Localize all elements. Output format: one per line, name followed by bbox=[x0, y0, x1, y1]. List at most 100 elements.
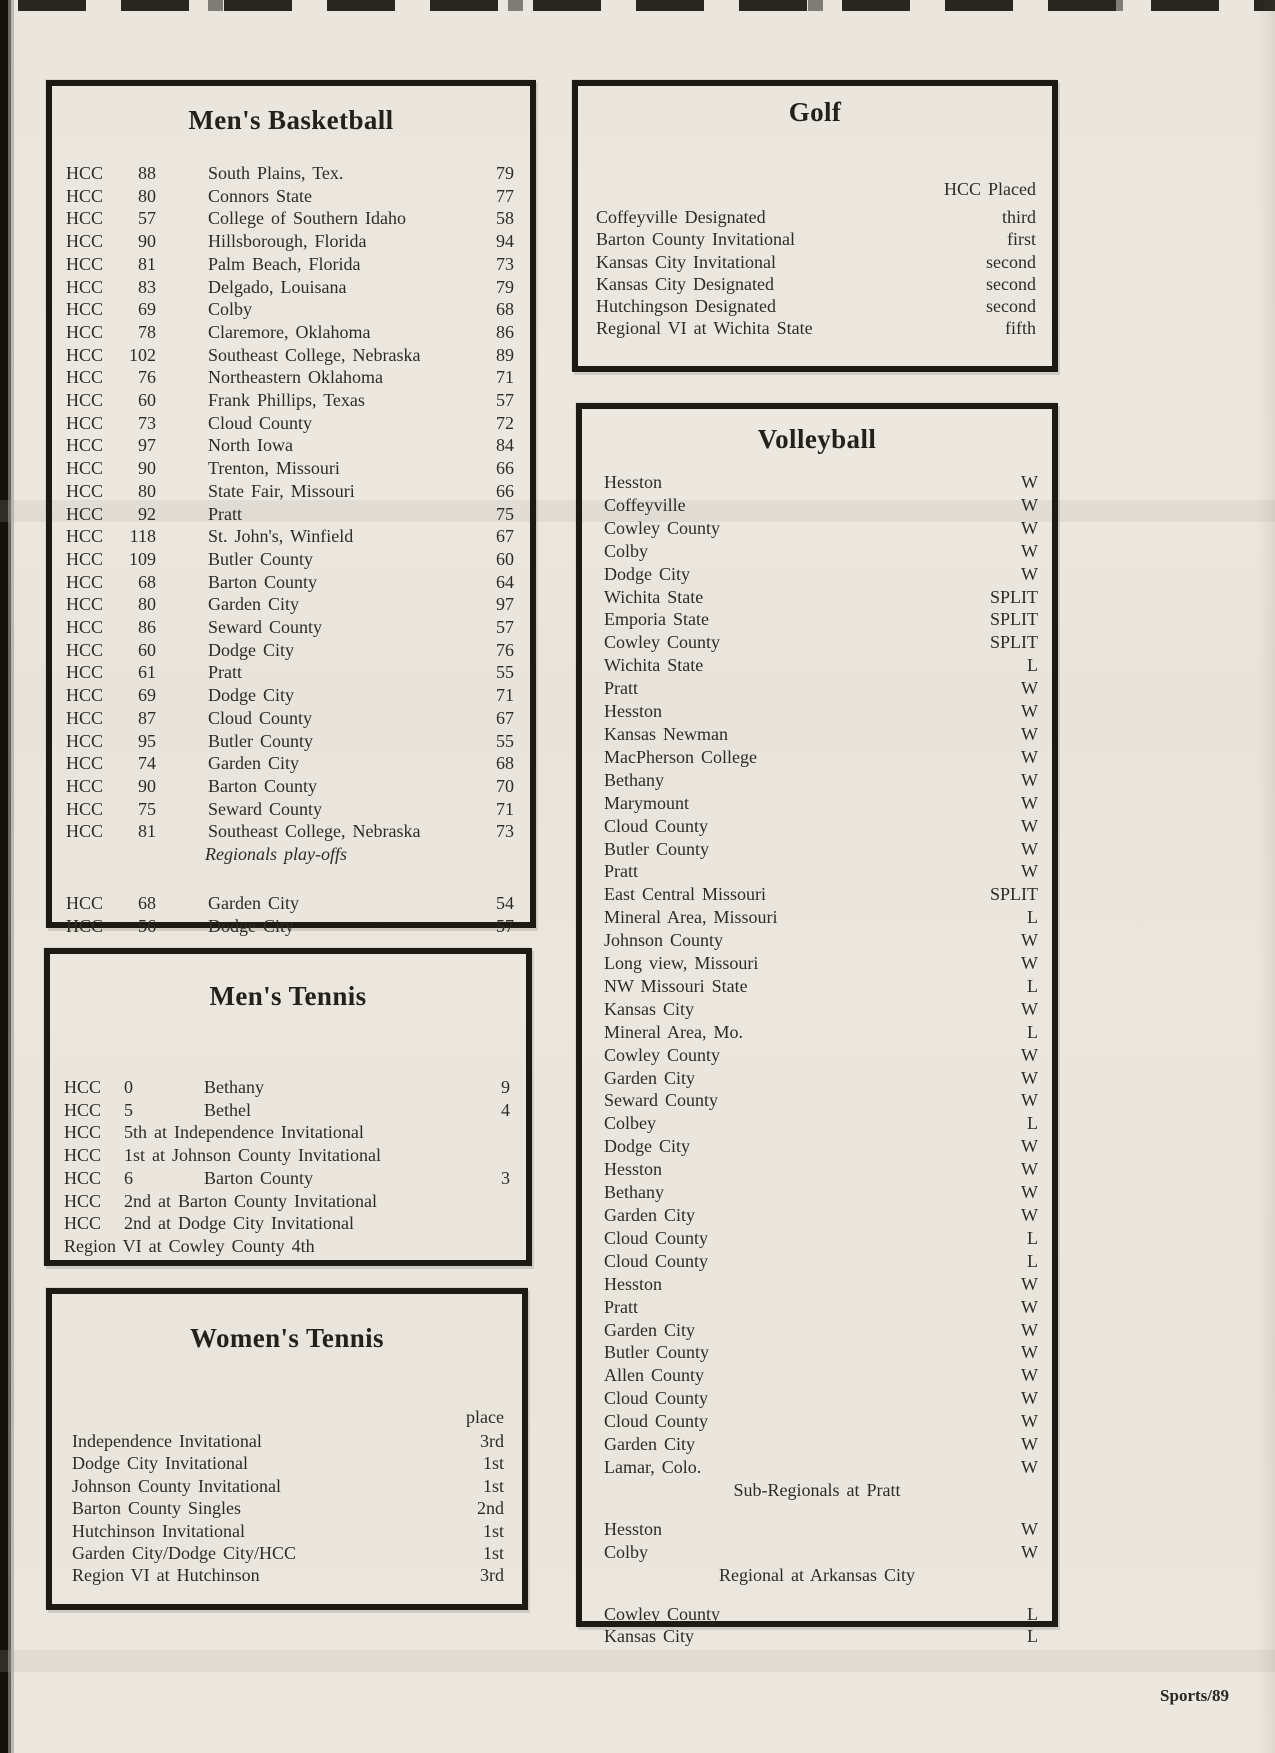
opponent-cell: Marymount bbox=[604, 792, 689, 813]
result-cell: W bbox=[1021, 1136, 1038, 1157]
volleyball-result-row: Garden City W bbox=[582, 1067, 1052, 1090]
volleyball-result-row: Hesston W bbox=[582, 471, 1052, 494]
opponent-cell: Seward County bbox=[208, 617, 322, 638]
team-cell: HCC bbox=[66, 185, 104, 206]
basketball-result-row: HCC 69 Dodge City 71 bbox=[52, 684, 530, 707]
volleyball-result-row: Cloud County W bbox=[582, 815, 1052, 838]
volleyball-results-list: Hesston W Coffeyville W Cowley County W … bbox=[582, 471, 1052, 1479]
team-cell: HCC bbox=[66, 753, 104, 774]
opponent-score-cell: 79 bbox=[496, 276, 514, 297]
team-cell: HCC bbox=[66, 821, 104, 842]
team-cell: HCC bbox=[66, 412, 104, 433]
result-cell: L bbox=[1027, 1227, 1038, 1248]
volleyball-result-row: Cowley County W bbox=[582, 1044, 1052, 1067]
opponent-score-cell: 57 bbox=[496, 390, 514, 411]
opponent-cell: Coffeyville bbox=[604, 494, 686, 515]
opponent-cell: Bethany bbox=[204, 1077, 264, 1097]
volleyball-result-row: Hesston W bbox=[582, 1518, 1052, 1541]
place-cell: third bbox=[1002, 207, 1036, 227]
opponent-cell: East Central Missouri bbox=[604, 884, 766, 905]
opponent-score-cell: 4 bbox=[501, 1099, 510, 1120]
opponent-score-cell: 70 bbox=[496, 775, 514, 796]
hcc-score-or-note-cell: 0 bbox=[124, 1077, 133, 1097]
womens-tennis-result-row: Region VI at Hutchinson 3rd bbox=[52, 1564, 522, 1586]
team-cell: HCC bbox=[66, 503, 104, 524]
hcc-score-or-note-cell: 2nd at Dodge City Invitational bbox=[124, 1213, 354, 1234]
page-edge-shade bbox=[1257, 0, 1275, 1753]
hcc-score-cell: 73 bbox=[138, 412, 156, 433]
volleyball-result-row: Seward County W bbox=[582, 1089, 1052, 1112]
volleyball-result-row: Dodge City W bbox=[582, 1135, 1052, 1158]
volleyball-result-row: Dodge City W bbox=[582, 563, 1052, 586]
scan-band bbox=[0, 1650, 1275, 1672]
opponent-cell: Long view, Missouri bbox=[604, 953, 759, 974]
golf-placed-header: HCC Placed bbox=[944, 179, 1036, 199]
hcc-score-cell: 61 bbox=[138, 662, 156, 683]
opponent-cell bbox=[196, 1235, 470, 1258]
result-cell: W bbox=[1021, 1182, 1038, 1203]
basketball-result-row: HCC 81 Palm Beach, Florida 73 bbox=[52, 253, 530, 276]
result-cell: W bbox=[1021, 472, 1038, 492]
result-cell: W bbox=[1021, 1388, 1038, 1409]
basketball-result-row: HCC 76 Northeastern Oklahoma 71 bbox=[52, 366, 530, 389]
hcc-score-cell: 69 bbox=[138, 299, 156, 320]
event-cell: Dodge City Invitational bbox=[72, 1453, 248, 1474]
mens-tennis-result-row: HCC 5th at Independence Invitational bbox=[50, 1121, 526, 1144]
event-cell: Region VI at Hutchinson bbox=[72, 1565, 260, 1586]
volleyball-result-row: NW Missouri State L bbox=[582, 975, 1052, 998]
opponent-cell: Cloud County bbox=[208, 707, 313, 728]
basketball-result-row: HCC 74 Garden City 68 bbox=[52, 752, 530, 775]
regional-header: Regional at Arkansas City bbox=[719, 1564, 915, 1585]
opponent-score-cell: 73 bbox=[496, 253, 514, 274]
opponent-cell: MacPherson College bbox=[604, 746, 757, 767]
team-cell: HCC bbox=[66, 163, 104, 183]
opponent-cell: Dodge City bbox=[604, 563, 690, 584]
opponent-cell: Dodge City bbox=[604, 1136, 690, 1157]
opponent-cell: Barton County bbox=[208, 571, 317, 592]
opponent-score-cell: 94 bbox=[496, 231, 514, 252]
opponent-cell: Emporia State bbox=[604, 609, 709, 630]
hcc-score-cell: 83 bbox=[138, 276, 156, 297]
hcc-score-or-note-cell: 5th at Independence Invitational bbox=[124, 1122, 364, 1143]
opponent-cell: College of Southern Idaho bbox=[208, 208, 406, 229]
event-cell: Kansas City Invitational bbox=[596, 251, 776, 272]
opponent-score-cell: 86 bbox=[496, 321, 514, 342]
womens-tennis-result-row: Garden City/Dodge City/HCC 1st bbox=[52, 1542, 522, 1564]
golf-box: Golf HCC Placed Coffeyville Designated t… bbox=[572, 80, 1058, 372]
result-cell: W bbox=[1021, 998, 1038, 1019]
mens-tennis-result-row: HCC 5 Bethel 4 bbox=[50, 1099, 526, 1122]
hcc-score-cell: 78 bbox=[138, 321, 156, 342]
mens-tennis-result-row: HCC 2nd at Dodge City Invitational bbox=[50, 1212, 526, 1235]
volleyball-result-row: Mineral Area, Missouri L bbox=[582, 906, 1052, 929]
volleyball-result-row: Bethany W bbox=[582, 1181, 1052, 1204]
opponent-cell: Garden City bbox=[208, 753, 299, 774]
result-cell: W bbox=[1021, 861, 1038, 882]
opponent-score-cell: 9 bbox=[501, 1077, 510, 1097]
team-cell: HCC bbox=[66, 685, 104, 706]
opponent-cell: Dodge City bbox=[208, 915, 294, 936]
place-cell: 1st bbox=[482, 1453, 504, 1474]
team-cell: Region VI at Cowley County 4th bbox=[64, 1235, 315, 1256]
golf-result-row: Coffeyville Designated third bbox=[578, 206, 1052, 228]
volleyball-result-row: Colby W bbox=[582, 540, 1052, 563]
opponent-cell: Cowley County bbox=[604, 1603, 721, 1624]
result-cell: W bbox=[1021, 701, 1038, 722]
volleyball-result-row: Cowley County L bbox=[582, 1603, 1052, 1626]
result-cell: W bbox=[1021, 1518, 1038, 1539]
opponent-cell: Pratt bbox=[604, 1296, 638, 1317]
opponent-cell: Hesston bbox=[604, 472, 662, 492]
opponent-cell: Garden City bbox=[604, 1205, 695, 1225]
basketball-result-row: HCC 109 Butler County 60 bbox=[52, 548, 530, 571]
team-cell: HCC bbox=[66, 707, 104, 728]
opponent-score-cell: 55 bbox=[496, 730, 514, 751]
result-cell: W bbox=[1021, 1205, 1038, 1225]
volleyball-result-row: Pratt W bbox=[582, 1296, 1052, 1319]
opponent-cell: Southeast College, Nebraska bbox=[208, 821, 421, 842]
opponent-cell: Colby bbox=[604, 540, 649, 561]
opponent-cell: Johnson County bbox=[604, 930, 724, 951]
opponent-cell: Butler County bbox=[604, 838, 709, 859]
event-cell: Johnson County Invitational bbox=[72, 1475, 281, 1496]
team-cell: HCC bbox=[64, 1167, 102, 1188]
basketball-result-row: HCC 73 Cloud County 72 bbox=[52, 412, 530, 435]
